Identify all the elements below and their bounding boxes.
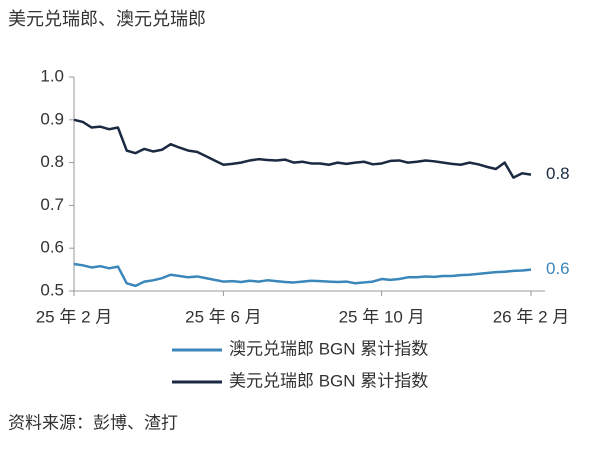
end-label: 0.6 [546, 259, 570, 278]
x-tick-label: 25 年 2 月 [36, 307, 113, 326]
y-tick-label: 0.6 [40, 238, 64, 257]
y-tick-label: 0.8 [40, 152, 64, 171]
x-tick-label: 25 年 6 月 [185, 307, 262, 326]
x-tick-label: 25 年 10 月 [339, 307, 425, 326]
legend-label: 澳元兑瑞郎 BGN 累计指数 [229, 339, 428, 358]
y-tick-label: 0.5 [40, 280, 64, 299]
legend-label: 美元兑瑞郎 BGN 累计指数 [229, 371, 428, 390]
y-tick-label: 0.7 [40, 195, 64, 214]
end-label: 0.8 [546, 164, 570, 183]
y-tick-label: 1.0 [40, 66, 64, 85]
chart-title: 美元兑瑞郎、澳元兑瑞郎 [8, 9, 206, 29]
series-line [73, 262, 532, 288]
series-line [73, 118, 532, 179]
source: 资料来源：彭博、渣打 [8, 413, 178, 432]
y-tick-label: 0.9 [40, 109, 64, 128]
x-tick-label: 26 年 2 月 [493, 307, 570, 326]
